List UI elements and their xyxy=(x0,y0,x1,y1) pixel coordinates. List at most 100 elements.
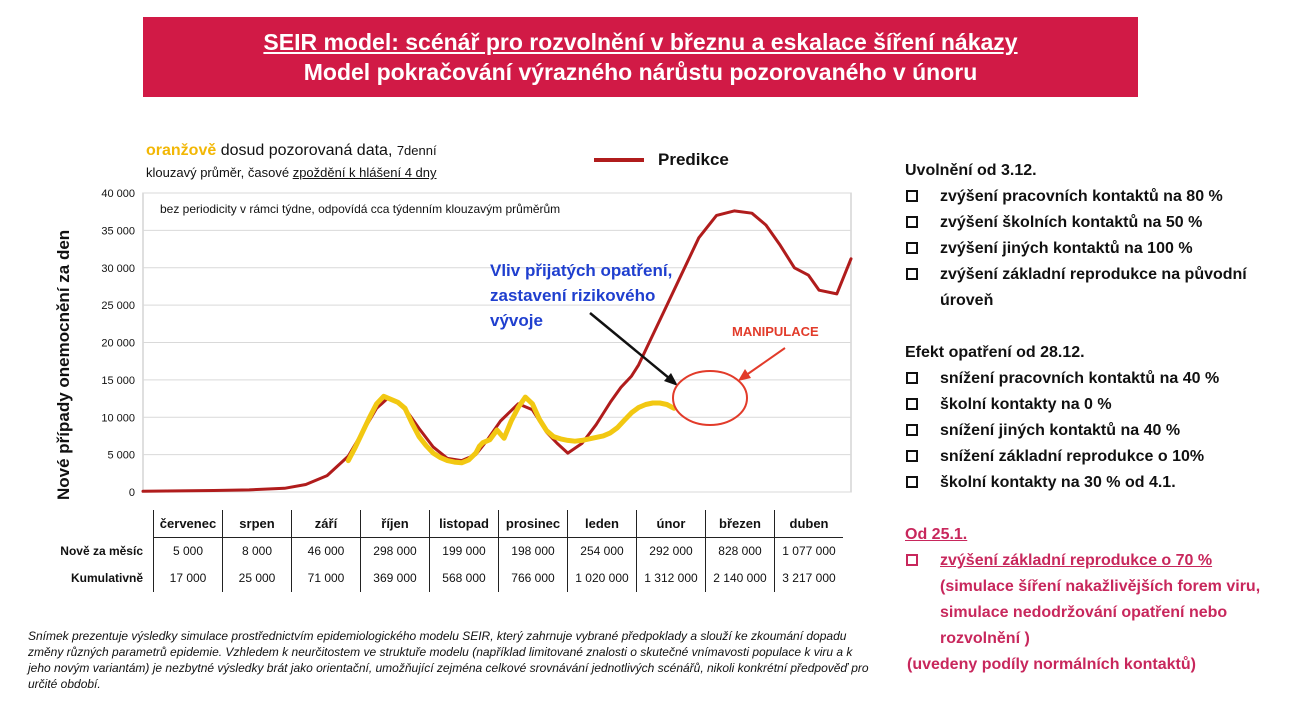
y-tick-label: 0 xyxy=(129,487,135,499)
checkbox-icon xyxy=(906,268,918,280)
list-item-text: školní kontakty na 30 % od 4.1. xyxy=(940,474,1176,491)
y-tick-label: 15 000 xyxy=(101,375,135,387)
list-item-text: zvýšení jiných kontaktů na 100 % xyxy=(940,240,1193,257)
prediction-legend-label: Predikce xyxy=(658,150,729,169)
scenario-panel: Uvolnění od 3.12. zvýšení pracovních kon… xyxy=(905,158,1295,704)
y-tick-label: 35 000 xyxy=(101,225,135,237)
table-cell: 1 077 000 xyxy=(774,537,843,565)
section-from-25-1: Od 25.1. zvýšení základní reprodukce o 7… xyxy=(905,522,1295,678)
table-month: říjen xyxy=(360,510,430,538)
row-label-cumulative: Kumulativně xyxy=(70,571,143,585)
table-row: Kumulativně 17 000 25 000 71 000 369 000… xyxy=(28,564,843,592)
blue-annotation-arrowhead xyxy=(664,373,678,386)
table-cell: 25 000 xyxy=(222,564,292,592)
list-item: zvýšení základní reprodukce o 70 % (simul… xyxy=(905,548,1295,652)
y-tick-label: 40 000 xyxy=(101,188,135,200)
table-cell: 198 000 xyxy=(498,537,568,565)
table-cell: 8 000 xyxy=(222,537,292,565)
observed-legend-line2: klouzavý průměr, časové xyxy=(146,165,293,180)
table-cell: 71 000 xyxy=(291,564,361,592)
list-item: zvýšení jiných kontaktů na 100 % xyxy=(905,236,1295,262)
table-month: červenec xyxy=(153,510,223,538)
section-title: Uvolnění od 3.12. xyxy=(905,162,1037,179)
y-tick-label: 25 000 xyxy=(101,300,135,312)
table-month: srpen xyxy=(222,510,292,538)
red-annotation-arrowhead xyxy=(738,369,751,381)
observed-data-line xyxy=(345,393,677,466)
row-label-new: Nově za měsíc xyxy=(60,543,143,558)
checkbox-icon xyxy=(906,424,918,436)
y-tick-label: 20 000 xyxy=(101,338,135,350)
blue-annotation: Vliv přijatých opatření, zastavení rizik… xyxy=(490,261,673,330)
list-item-text: zvýšení pracovních kontaktů na 80 % xyxy=(940,188,1223,205)
y-tick-label: 5 000 xyxy=(107,450,135,462)
checkbox-icon xyxy=(906,476,918,488)
table-cell: 298 000 xyxy=(360,537,430,565)
checkbox-icon xyxy=(906,190,918,202)
table-cell: 2 140 000 xyxy=(705,564,775,592)
table-cell: 17 000 xyxy=(153,564,223,592)
monthly-stats-table: červenec srpen září říjen listopad prosi… xyxy=(28,510,843,592)
list-item: školní kontakty na 0 % xyxy=(905,392,1295,418)
checkbox-icon xyxy=(906,554,918,566)
table-cell: 5 000 xyxy=(153,537,223,565)
table-cell: 828 000 xyxy=(705,537,775,565)
list-item-sub: (simulace šíření nakažlivějších forem vi… xyxy=(940,578,1261,647)
list-item-text: snížení jiných kontaktů na 40 % xyxy=(940,422,1181,439)
list-item-text: zvýšení základní reprodukce na původní ú… xyxy=(940,266,1247,309)
y-tick-label: 30 000 xyxy=(101,263,135,275)
table-cell: 199 000 xyxy=(429,537,499,565)
table-month: únor xyxy=(636,510,706,538)
blue-annotation-arrow xyxy=(589,312,676,384)
prediction-legend: Predikce xyxy=(594,150,729,170)
footnote: Snímek prezentuje výsledky simulace pros… xyxy=(28,629,869,691)
list-item-main: zvýšení základní reprodukce o 70 % xyxy=(940,552,1213,569)
list-item-text: snížení pracovních kontaktů na 40 % xyxy=(940,370,1220,387)
table-month: březen xyxy=(705,510,775,538)
checkbox-icon xyxy=(906,242,918,254)
red-annotation-arrow xyxy=(741,347,786,379)
red-annotation: MANIPULACE xyxy=(732,324,819,339)
table-cell: 568 000 xyxy=(429,564,499,592)
checkbox-icon xyxy=(906,372,918,384)
y-tick-labels: 0 5 000 10 000 15 000 20 000 25 000 30 000 35 0… xyxy=(101,188,135,499)
observed-legend-small: 7denní xyxy=(396,143,437,158)
table-corner xyxy=(28,510,154,537)
observed-data-legend: oranžově dosud pozorovaná data, 7denní k… xyxy=(146,140,526,184)
observed-legend-delay: zpoždění k hlášení 4 dny xyxy=(292,165,437,180)
checkbox-icon xyxy=(906,450,918,462)
table-cell: 369 000 xyxy=(360,564,430,592)
list-item: snížení jiných kontaktů na 40 % xyxy=(905,418,1295,444)
table-month: leden xyxy=(567,510,637,538)
table-cell: 766 000 xyxy=(498,564,568,592)
manipulation-circle xyxy=(672,370,748,426)
list-item-text: zvýšení školních kontaktů na 50 % xyxy=(940,214,1203,231)
banner-subtitle: Model pokračování výrazného nárůstu pozo… xyxy=(303,59,978,85)
list-item-text: snížení základní reprodukce o 10% xyxy=(940,448,1205,465)
table-cell: 292 000 xyxy=(636,537,706,565)
list-item: zvýšení základní reprodukce na původní ú… xyxy=(905,262,1295,314)
table-month: duben xyxy=(774,510,843,538)
checkbox-icon xyxy=(906,398,918,410)
chart-note: bez periodicity v rámci týdne, odpovídá … xyxy=(160,202,561,216)
table-cell: 1 020 000 xyxy=(567,564,637,592)
table-row: Nově za měsíc 5 000 8 000 46 000 298 000… xyxy=(28,537,843,565)
banner-title: SEIR model: scénář pro rozvolnění v břez… xyxy=(263,29,1018,55)
section-title: Efekt opatření od 28.12. xyxy=(905,344,1085,361)
section-title: Od 25.1. xyxy=(905,526,968,543)
list-item-text: školní kontakty na 0 % xyxy=(940,396,1112,413)
observed-legend-text: dosud pozorovaná data, xyxy=(216,142,397,159)
table-cell: 254 000 xyxy=(567,537,637,565)
table-cell: 46 000 xyxy=(291,537,361,565)
section-measures: Efekt opatření od 28.12. snížení pracovn… xyxy=(905,340,1295,496)
list-item: školní kontakty na 30 % od 4.1. xyxy=(905,470,1295,496)
contacts-note: (uvedeny podíly normálních kontaktů) xyxy=(907,656,1196,673)
list-item: zvýšení školních kontaktů na 50 % xyxy=(905,210,1295,236)
table-month: listopad xyxy=(429,510,499,538)
title-banner: SEIR model: scénář pro rozvolnění v břez… xyxy=(143,17,1138,97)
observed-legend-color-word: oranžově xyxy=(146,142,217,159)
table-cell: 1 312 000 xyxy=(636,564,706,592)
table-month: prosinec xyxy=(498,510,568,538)
y-tick-label: 10 000 xyxy=(101,412,135,424)
